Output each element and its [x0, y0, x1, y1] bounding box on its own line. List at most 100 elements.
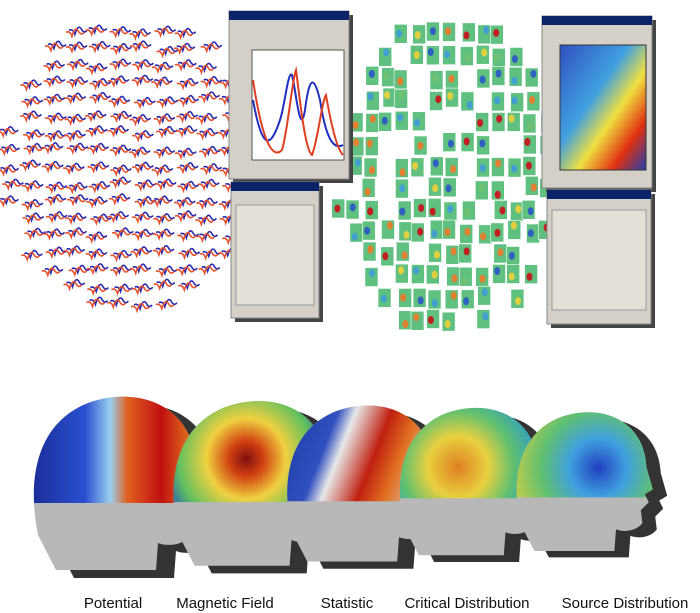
wave-blue — [44, 265, 64, 276]
wave-red — [152, 230, 172, 242]
wave-blue — [88, 196, 108, 207]
wave-blue — [90, 161, 110, 172]
wave-red — [109, 266, 129, 278]
wave-red — [108, 195, 128, 206]
tile-blob — [414, 31, 421, 40]
wave-blue — [132, 28, 152, 39]
wave-red — [174, 29, 194, 41]
wave-blue — [48, 246, 68, 258]
wave-blue — [203, 76, 223, 87]
wave-red — [198, 147, 218, 159]
wave-blue — [22, 110, 42, 122]
tile-blob — [435, 95, 442, 104]
tile-blob — [511, 55, 518, 64]
tile — [426, 45, 440, 66]
wave-red — [129, 42, 149, 53]
wave-blue — [153, 76, 173, 88]
menu-window — [230, 181, 323, 322]
wave-red — [22, 214, 42, 226]
head-cap — [33, 396, 204, 503]
wave-red — [198, 265, 218, 276]
wave-blue — [91, 181, 111, 192]
tile-blob — [493, 53, 500, 62]
wave-red — [173, 199, 193, 210]
wave-blue — [132, 40, 152, 51]
tile-blob — [483, 26, 490, 35]
tile — [429, 219, 444, 240]
wave-blue — [69, 142, 89, 154]
wave-blue — [67, 130, 87, 141]
wave-blue — [112, 58, 132, 70]
wave-blue — [88, 24, 108, 36]
tile-blob — [479, 75, 486, 84]
wave-red — [131, 230, 151, 242]
wave-blue — [178, 125, 198, 136]
wave-red — [1, 180, 21, 192]
wave-red — [44, 132, 64, 143]
tile-blob — [433, 250, 440, 259]
wave-red — [130, 302, 150, 314]
wave-red — [111, 285, 131, 297]
wave-red — [89, 79, 109, 91]
wave-red — [153, 215, 173, 226]
wave-red — [84, 112, 104, 123]
wave-red — [64, 229, 84, 240]
wave-red — [177, 182, 197, 194]
wave-blue — [132, 263, 152, 274]
tile-blob — [417, 141, 424, 150]
window-titlebar — [542, 16, 652, 25]
wave-red — [85, 198, 105, 209]
wave-red — [109, 60, 129, 72]
tile-blob — [477, 118, 484, 127]
tile-blob — [530, 183, 537, 192]
wave-blue — [112, 144, 132, 156]
wave-red — [66, 144, 86, 156]
wave-red — [0, 166, 17, 177]
tile-blob — [382, 252, 389, 261]
wave-blue — [88, 231, 108, 243]
tile-blob — [364, 226, 371, 235]
tile-blob — [463, 137, 470, 146]
red-curve — [252, 66, 344, 157]
tile-blob — [479, 139, 486, 148]
wave-red — [174, 61, 194, 72]
wave-blue — [47, 130, 67, 141]
wave-red — [107, 127, 127, 138]
window-titlebar — [547, 190, 651, 199]
wave-blue — [0, 164, 20, 175]
wave-blue — [203, 163, 223, 174]
tile-blob — [351, 232, 358, 241]
wave-red — [43, 95, 63, 107]
wave-blue — [176, 42, 196, 54]
menu-controls — [235, 204, 315, 306]
wave-blue — [113, 110, 133, 122]
tile-blob — [463, 297, 470, 306]
wave-red — [109, 178, 129, 190]
wave-red — [43, 62, 63, 73]
wave-blue — [177, 210, 197, 221]
wave-red — [45, 248, 65, 260]
caption: Potential — [84, 595, 142, 612]
wave-blue — [179, 110, 199, 122]
wave-blue — [201, 145, 221, 157]
wave-blue — [24, 96, 44, 107]
tile-blob — [382, 73, 389, 82]
tile-blob — [511, 76, 518, 85]
wave-red — [66, 78, 86, 90]
wave-blue — [67, 212, 87, 224]
wave-blue — [112, 164, 132, 176]
wave-red — [62, 164, 82, 176]
wave-red — [196, 130, 216, 141]
tile-blob — [445, 184, 452, 193]
tile-blob — [481, 288, 488, 297]
wave-blue — [201, 263, 221, 274]
wave-blue — [134, 211, 154, 223]
wave-blue — [46, 93, 66, 105]
wave-blue — [88, 125, 108, 136]
tile-blob — [353, 138, 360, 147]
tile-blob — [429, 207, 436, 216]
tile-blob — [508, 114, 515, 123]
wave-red — [88, 183, 108, 194]
wave-red — [177, 232, 197, 243]
wave-blue — [0, 126, 19, 137]
